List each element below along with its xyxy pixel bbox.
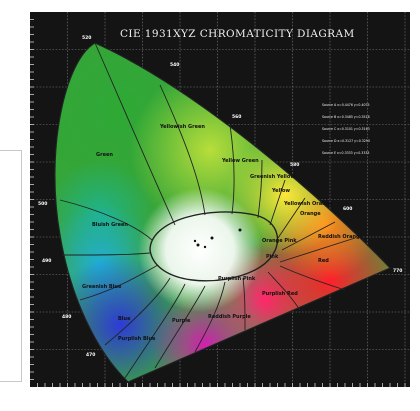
- wavelength-label-580: 580: [290, 162, 299, 168]
- legend-source-e: Source E x=0.3333 y=0.3333: [322, 151, 369, 155]
- region-label-pink: Pink: [266, 254, 279, 260]
- wavelength-label-480: 480: [62, 314, 71, 320]
- wavelength-label-470: 470: [86, 352, 95, 358]
- wavelength-label-490: 490: [42, 258, 51, 264]
- region-label-purple: Purple: [172, 318, 191, 324]
- source-d-marker: [193, 239, 197, 243]
- region-label-purplish-blue: Purplish Blue: [118, 336, 156, 342]
- wavelength-label-520: 520: [82, 35, 91, 41]
- region-label-orange: Orange: [300, 211, 321, 217]
- wavelength-label-380: 380: [118, 388, 127, 394]
- region-label-green: Green: [96, 152, 113, 158]
- legend-source-b: Source B x=0.3485 y=0.3518: [322, 115, 370, 119]
- region-label-yellow-green: Yellow Green: [221, 158, 259, 164]
- source-b-marker: [210, 236, 214, 240]
- region-label-purplish-pink: Purplish Pink: [218, 276, 256, 282]
- region-label-orange-pink: Orange Pink: [262, 238, 297, 244]
- region-label-reddish-purple: Reddish Purple: [208, 314, 251, 320]
- wavelength-label-540: 540: [170, 62, 179, 68]
- region-label-yellowish-orange: Yellowish Orange: [283, 201, 333, 207]
- region-label-red: Red: [318, 258, 329, 264]
- region-label-yellow: Yellow: [271, 188, 290, 194]
- white-region-boundary: [149, 211, 279, 282]
- wavelength-labels: 520 500 490 480 470 380 540 560 580 600 …: [38, 35, 402, 394]
- region-label-greenish-yellow: Greenish Yellow: [250, 174, 295, 180]
- source-legend: Source A x=0.4476 y=0.4075 Source B x=0.…: [322, 103, 370, 155]
- region-label-purplish-red: Purplish Red: [262, 291, 298, 297]
- source-markers: [193, 228, 242, 249]
- wavelength-label-770: 770: [393, 268, 402, 274]
- region-label-yellowish-green: Yellowish Green: [159, 124, 205, 130]
- region-label-bluish-green: Bluish Green: [92, 222, 128, 228]
- side-panel: [0, 150, 22, 382]
- region-labels: Green Yellowish Green Yellow Green Green…: [82, 124, 364, 342]
- wavelength-label-600: 600: [343, 206, 352, 212]
- axis-ticks: [30, 19, 406, 387]
- region-boundaries: [54, 42, 392, 383]
- wavelength-label-500: 500: [38, 201, 47, 207]
- region-label-reddish-orange: Reddish Orange: [318, 234, 364, 240]
- source-e-marker: [203, 245, 207, 249]
- region-label-blue: Blue: [118, 316, 131, 322]
- legend-source-c: Source C x=0.3101 y=0.3163: [322, 127, 370, 131]
- diagram-title: CIE 1931XYZ CHROMATICITY DIAGRAM: [120, 28, 355, 40]
- wavelength-label-560: 560: [232, 114, 241, 120]
- source-a-marker: [238, 228, 242, 232]
- region-label-greenish-blue: Greenish Blue: [82, 284, 122, 290]
- source-c-marker: [196, 243, 200, 247]
- legend-source-a: Source A x=0.4476 y=0.4075: [322, 103, 370, 107]
- legend-source-d: Source D x=0.3127 y=0.3290: [322, 139, 370, 143]
